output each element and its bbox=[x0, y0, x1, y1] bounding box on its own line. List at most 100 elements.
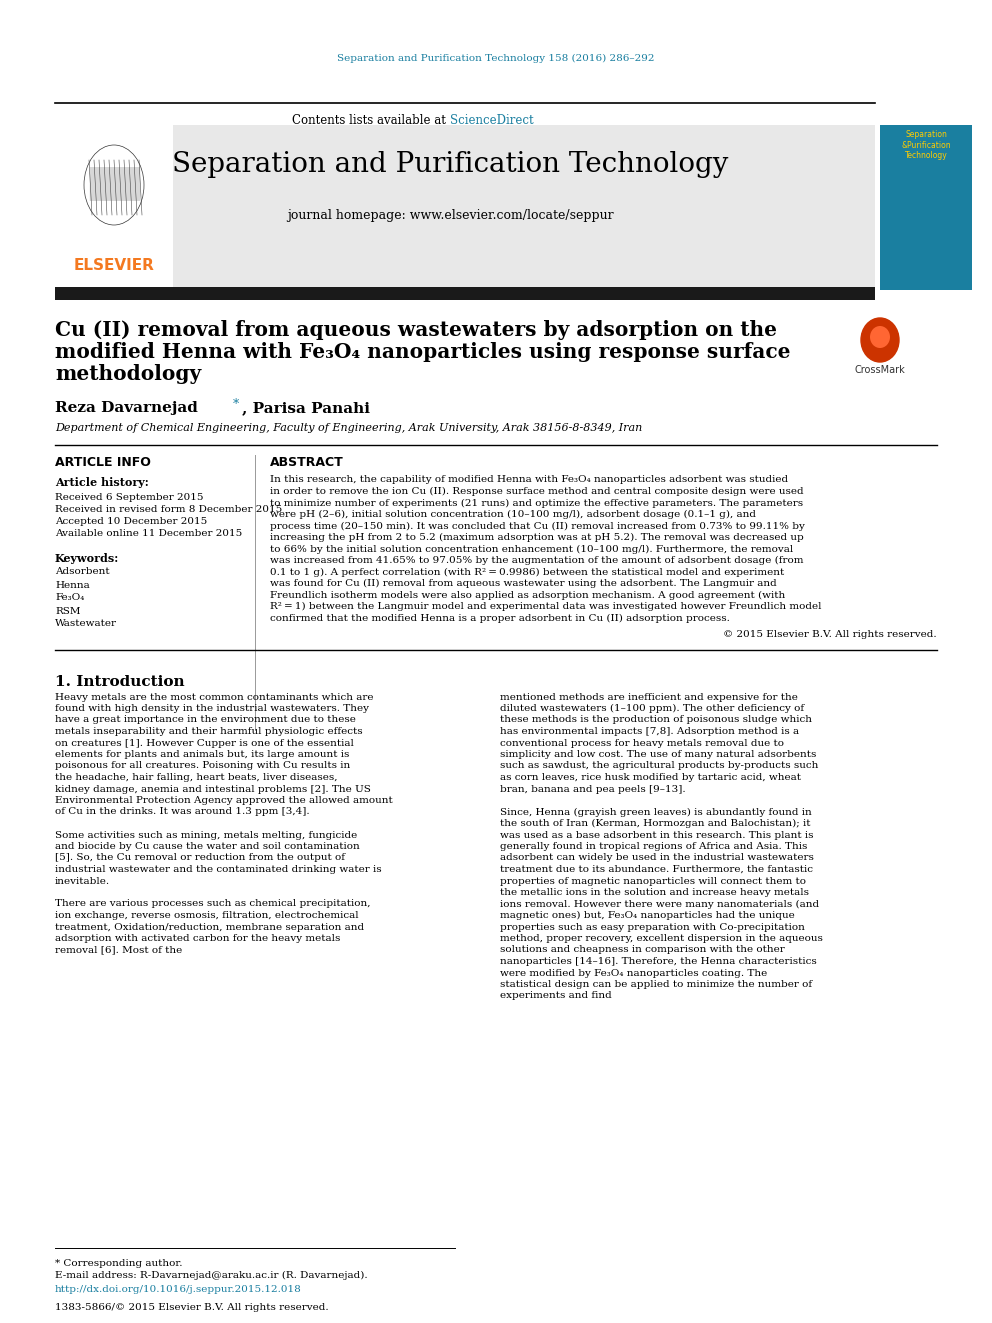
Text: these methods is the production of poisonous sludge which: these methods is the production of poiso… bbox=[500, 716, 812, 725]
Text: to 66% by the initial solution concentration enhancement (10–100 mg/l). Furtherm: to 66% by the initial solution concentra… bbox=[270, 545, 794, 553]
Text: as corn leaves, rice husk modified by tartaric acid, wheat: as corn leaves, rice husk modified by ta… bbox=[500, 773, 801, 782]
Text: kidney damage, anemia and intestinal problems [2]. The US: kidney damage, anemia and intestinal pro… bbox=[55, 785, 371, 794]
Text: © 2015 Elsevier B.V. All rights reserved.: © 2015 Elsevier B.V. All rights reserved… bbox=[723, 630, 937, 639]
Text: in order to remove the ion Cu (II). Response surface method and central composit: in order to remove the ion Cu (II). Resp… bbox=[270, 487, 804, 496]
Text: such as sawdust, the agricultural products by-products such: such as sawdust, the agricultural produc… bbox=[500, 762, 818, 770]
Text: Freundlich isotherm models were also applied as adsorption mechanism. A good agr: Freundlich isotherm models were also app… bbox=[270, 590, 786, 599]
Text: solutions and cheapness in comparison with the other: solutions and cheapness in comparison wi… bbox=[500, 946, 785, 954]
Text: Henna: Henna bbox=[55, 581, 89, 590]
Text: found with high density in the industrial wastewaters. They: found with high density in the industria… bbox=[55, 704, 369, 713]
Text: simplicity and low cost. The use of many natural adsorbents: simplicity and low cost. The use of many… bbox=[500, 750, 816, 759]
Text: Received 6 September 2015: Received 6 September 2015 bbox=[55, 492, 203, 501]
Text: nanoparticles [14–16]. Therefore, the Henna characteristics: nanoparticles [14–16]. Therefore, the He… bbox=[500, 957, 816, 966]
Text: the metallic ions in the solution and increase heavy metals: the metallic ions in the solution and in… bbox=[500, 888, 809, 897]
Bar bbox=[55, 124, 173, 290]
Text: were pH (2–6), initial solution concentration (10–100 mg/l), adsorbent dosage (0: were pH (2–6), initial solution concentr… bbox=[270, 509, 756, 519]
Text: were modified by Fe₃O₄ nanoparticles coating. The: were modified by Fe₃O₄ nanoparticles coa… bbox=[500, 968, 767, 978]
Text: Received in revised form 8 December 2015: Received in revised form 8 December 2015 bbox=[55, 504, 283, 513]
Text: Keywords:: Keywords: bbox=[55, 553, 119, 564]
Text: 1383-5866/© 2015 Elsevier B.V. All rights reserved.: 1383-5866/© 2015 Elsevier B.V. All right… bbox=[55, 1303, 328, 1312]
FancyBboxPatch shape bbox=[55, 124, 875, 290]
Text: methodology: methodology bbox=[55, 364, 201, 384]
Text: Article history:: Article history: bbox=[55, 478, 149, 488]
Text: Department of Chemical Engineering, Faculty of Engineering, Arak University, Ara: Department of Chemical Engineering, Facu… bbox=[55, 423, 642, 433]
Text: method, proper recovery, excellent dispersion in the aqueous: method, proper recovery, excellent dispe… bbox=[500, 934, 823, 943]
Text: ABSTRACT: ABSTRACT bbox=[270, 456, 344, 470]
Text: on creatures [1]. However Cupper is one of the essential: on creatures [1]. However Cupper is one … bbox=[55, 738, 354, 747]
Text: E-mail address: R-Davarnejad@araku.ac.ir (R. Davarnejad).: E-mail address: R-Davarnejad@araku.ac.ir… bbox=[55, 1270, 368, 1279]
Text: 1. Introduction: 1. Introduction bbox=[55, 675, 185, 688]
Text: ions removal. However there were many nanomaterials (and: ions removal. However there were many na… bbox=[500, 900, 819, 909]
Text: and biocide by Cu cause the water and soil contamination: and biocide by Cu cause the water and so… bbox=[55, 841, 360, 851]
Text: process time (20–150 min). It was concluded that Cu (II) removal increased from : process time (20–150 min). It was conclu… bbox=[270, 521, 805, 531]
Text: Contents lists available at: Contents lists available at bbox=[293, 114, 450, 127]
Text: Separation
&Purification
Technology: Separation &Purification Technology bbox=[901, 130, 950, 160]
Text: Adsorbent: Adsorbent bbox=[55, 568, 110, 577]
Text: elements for plants and animals but, its large amount is: elements for plants and animals but, its… bbox=[55, 750, 349, 759]
Text: *: * bbox=[233, 397, 239, 410]
Text: Heavy metals are the most common contaminants which are: Heavy metals are the most common contami… bbox=[55, 692, 374, 701]
Text: Available online 11 December 2015: Available online 11 December 2015 bbox=[55, 528, 242, 537]
Text: experiments and find: experiments and find bbox=[500, 991, 612, 1000]
Text: statistical design can be applied to minimize the number of: statistical design can be applied to min… bbox=[500, 980, 812, 990]
Text: was increased from 41.65% to 97.05% by the augmentation of the amount of adsorbe: was increased from 41.65% to 97.05% by t… bbox=[270, 556, 804, 565]
Text: adsorption with activated carbon for the heavy metals: adsorption with activated carbon for the… bbox=[55, 934, 340, 943]
Text: Separation and Purification Technology 158 (2016) 286–292: Separation and Purification Technology 1… bbox=[337, 53, 655, 62]
Text: have a great importance in the environment due to these: have a great importance in the environme… bbox=[55, 716, 356, 725]
Text: increasing the pH from 2 to 5.2 (maximum adsorption was at pH 5.2). The removal : increasing the pH from 2 to 5.2 (maximum… bbox=[270, 533, 804, 542]
Text: [5]. So, the Cu removal or reduction from the output of: [5]. So, the Cu removal or reduction fro… bbox=[55, 853, 345, 863]
Text: * Corresponding author.: * Corresponding author. bbox=[55, 1258, 183, 1267]
Text: of Cu in the drinks. It was around 1.3 ppm [3,4].: of Cu in the drinks. It was around 1.3 p… bbox=[55, 807, 310, 816]
Text: industrial wastewater and the contaminated drinking water is: industrial wastewater and the contaminat… bbox=[55, 865, 382, 875]
Text: Since, Henna (grayish green leaves) is abundantly found in: Since, Henna (grayish green leaves) is a… bbox=[500, 807, 811, 816]
Ellipse shape bbox=[861, 318, 899, 363]
Text: CrossMark: CrossMark bbox=[855, 365, 906, 374]
Text: adsorbent can widely be used in the industrial wastewaters: adsorbent can widely be used in the indu… bbox=[500, 853, 813, 863]
Text: has environmental impacts [7,8]. Adsorption method is a: has environmental impacts [7,8]. Adsorpt… bbox=[500, 728, 800, 736]
Text: to minimize number of experiments (21 runs) and optimize the effective parameter: to minimize number of experiments (21 ru… bbox=[270, 499, 804, 508]
Text: the headache, hair falling, heart beats, liver diseases,: the headache, hair falling, heart beats,… bbox=[55, 773, 337, 782]
Text: Reza Davarnejad: Reza Davarnejad bbox=[55, 401, 203, 415]
Text: In this research, the capability of modified Henna with Fe₃O₄ nanoparticles adso: In this research, the capability of modi… bbox=[270, 475, 788, 484]
Text: Wastewater: Wastewater bbox=[55, 619, 117, 628]
Text: mentioned methods are inefficient and expensive for the: mentioned methods are inefficient and ex… bbox=[500, 692, 798, 701]
Text: treatment, Oxidation/reduction, membrane separation and: treatment, Oxidation/reduction, membrane… bbox=[55, 922, 364, 931]
Text: confirmed that the modified Henna is a proper adsorbent in Cu (II) adsorption pr: confirmed that the modified Henna is a p… bbox=[270, 614, 730, 623]
Text: ARTICLE INFO: ARTICLE INFO bbox=[55, 456, 151, 470]
Text: http://dx.doi.org/10.1016/j.seppur.2015.12.018: http://dx.doi.org/10.1016/j.seppur.2015.… bbox=[55, 1286, 302, 1294]
Text: magnetic ones) but, Fe₃O₄ nanoparticles had the unique: magnetic ones) but, Fe₃O₄ nanoparticles … bbox=[500, 912, 795, 919]
Text: modified Henna with Fe₃O₄ nanoparticles using response surface: modified Henna with Fe₃O₄ nanoparticles … bbox=[55, 343, 791, 363]
Text: was found for Cu (II) removal from aqueous wastewater using the adsorbent. The L: was found for Cu (II) removal from aqueo… bbox=[270, 579, 777, 587]
Text: properties of magnetic nanoparticles will connect them to: properties of magnetic nanoparticles wil… bbox=[500, 877, 806, 885]
Text: Some activities such as mining, metals melting, fungicide: Some activities such as mining, metals m… bbox=[55, 831, 357, 840]
Text: was used as a base adsorbent in this research. This plant is: was used as a base adsorbent in this res… bbox=[500, 831, 813, 840]
Text: R² = 1) between the Langmuir model and experimental data was investigated howeve: R² = 1) between the Langmuir model and e… bbox=[270, 602, 821, 611]
Text: Separation and Purification Technology: Separation and Purification Technology bbox=[172, 152, 728, 179]
Text: Cu (II) removal from aqueous wastewaters by adsorption on the: Cu (II) removal from aqueous wastewaters… bbox=[55, 320, 777, 340]
Text: Environmental Protection Agency approved the allowed amount: Environmental Protection Agency approved… bbox=[55, 796, 393, 804]
Ellipse shape bbox=[870, 325, 890, 348]
Text: There are various processes such as chemical precipitation,: There are various processes such as chem… bbox=[55, 900, 370, 909]
Text: bran, banana and pea peels [9–13].: bran, banana and pea peels [9–13]. bbox=[500, 785, 685, 794]
Bar bbox=[55, 287, 875, 300]
Text: conventional process for heavy metals removal due to: conventional process for heavy metals re… bbox=[500, 738, 784, 747]
Text: removal [6]. Most of the: removal [6]. Most of the bbox=[55, 946, 183, 954]
Text: diluted wastewaters (1–100 ppm). The other deficiency of: diluted wastewaters (1–100 ppm). The oth… bbox=[500, 704, 805, 713]
Text: Accepted 10 December 2015: Accepted 10 December 2015 bbox=[55, 516, 207, 525]
Text: the south of Iran (Kerman, Hormozgan and Balochistan); it: the south of Iran (Kerman, Hormozgan and… bbox=[500, 819, 810, 828]
Bar bbox=[880, 124, 972, 290]
Text: ScienceDirect: ScienceDirect bbox=[450, 114, 534, 127]
Text: ELSEVIER: ELSEVIER bbox=[73, 258, 155, 273]
Text: journal homepage: www.elsevier.com/locate/seppur: journal homepage: www.elsevier.com/locat… bbox=[287, 209, 613, 221]
Text: , Parisa Panahi: , Parisa Panahi bbox=[242, 401, 370, 415]
Text: generally found in tropical regions of Africa and Asia. This: generally found in tropical regions of A… bbox=[500, 841, 807, 851]
Text: properties such as easy preparation with Co-precipitation: properties such as easy preparation with… bbox=[500, 922, 805, 931]
Text: metals inseparability and their harmful physiologic effects: metals inseparability and their harmful … bbox=[55, 728, 363, 736]
Text: treatment due to its abundance. Furthermore, the fantastic: treatment due to its abundance. Furtherm… bbox=[500, 865, 813, 875]
Text: inevitable.: inevitable. bbox=[55, 877, 110, 885]
Text: Fe₃O₄: Fe₃O₄ bbox=[55, 594, 84, 602]
Text: ion exchange, reverse osmosis, filtration, electrochemical: ion exchange, reverse osmosis, filtratio… bbox=[55, 912, 359, 919]
Text: RSM: RSM bbox=[55, 606, 80, 615]
Text: poisonous for all creatures. Poisoning with Cu results in: poisonous for all creatures. Poisoning w… bbox=[55, 762, 350, 770]
Text: 0.1 to 1 g). A perfect correlation (with R² = 0.9986) between the statistical mo: 0.1 to 1 g). A perfect correlation (with… bbox=[270, 568, 785, 577]
